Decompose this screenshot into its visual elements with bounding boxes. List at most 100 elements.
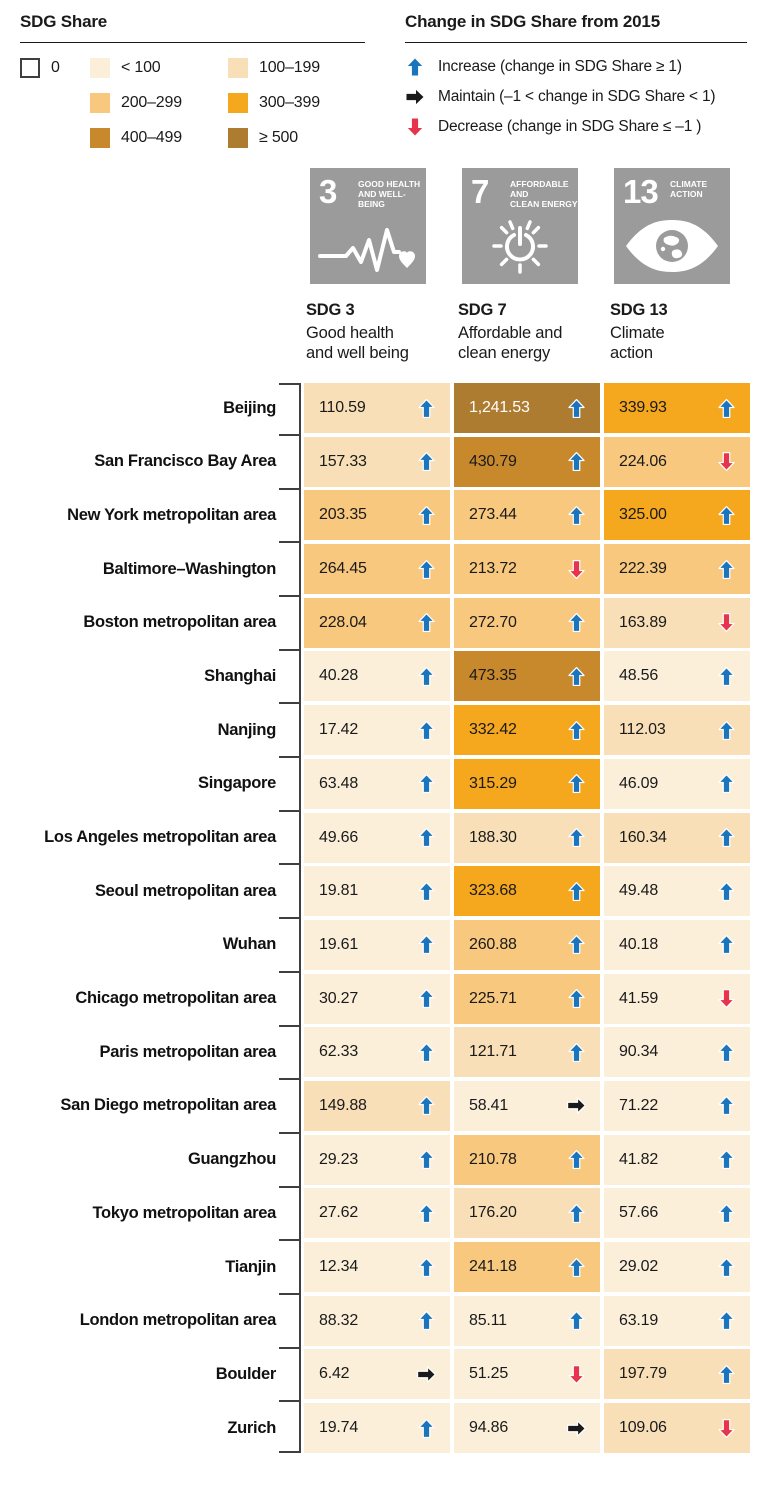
cell-value: 210.78 [469,1150,517,1168]
trend-increase-icon [718,1150,735,1170]
cell-value: 225.71 [469,989,517,1007]
sdg7-title: AFFORDABLE AND CLEAN ENERGY [510,179,578,209]
table-row: Nanjing 17.42 332.42 112.03 [0,705,753,756]
legend-bucket-gte500: ≥ 500 [228,128,365,148]
trend-increase-icon [418,559,435,579]
trend-increase-icon [568,720,585,740]
trend-increase-icon [718,1364,735,1384]
value-cell: 19.61 [304,919,450,970]
row-label: San Francisco Bay Area [94,452,276,471]
table-row: Seoul metropolitan area 19.81 323.68 49.… [0,866,753,917]
value-cell: 90.34 [604,1027,750,1078]
sdg13-title: CLIMATE ACTION [670,179,708,199]
trend-maintain-icon [416,1366,437,1383]
sdg3-good-health-icon: 3 GOOD HEALTH AND WELL-BEING [310,168,426,284]
row-label: Tokyo metropolitan area [92,1203,276,1222]
value-cell: 273.44 [454,490,600,541]
value-cell: 473.35 [454,651,600,702]
row-label: Seoul metropolitan area [94,881,276,900]
axis-tick [279,1185,299,1188]
sdg3-title: GOOD HEALTH AND WELL-BEING [358,179,421,209]
legend-bucket-label: 300–399 [259,94,320,111]
cell-value: 224.06 [619,452,667,470]
value-cell: 224.06 [604,436,750,487]
trend-increase-icon [418,935,435,955]
value-cell: 63.48 [304,758,450,809]
value-cell: 109.06 [604,1403,750,1454]
trend-decrease-icon [718,989,735,1009]
table-row: Tokyo metropolitan area 27.62 176.20 57.… [0,1188,753,1239]
trend-decrease-icon [568,559,585,579]
cell-value: 473.35 [469,667,517,685]
axis-tick [279,1346,299,1349]
row-label: Baltimore–Washington [102,559,276,578]
cell-value: 41.82 [619,1150,659,1168]
value-cell: 188.30 [454,812,600,863]
trend-decrease-icon [568,1364,585,1384]
value-cell: 49.66 [304,812,450,863]
cell-value: 112.03 [619,721,666,739]
axis-tick [279,383,299,385]
cell-value: 30.27 [319,989,359,1007]
value-cell: 332.42 [454,705,600,756]
trend-increase-icon [568,1042,585,1062]
cell-value: 71.22 [619,1096,659,1114]
color-swatch [90,58,110,78]
trend-increase-icon [718,774,735,794]
legend-increase-label: Increase (change in SDG Share ≥ 1) [438,58,682,75]
value-cell: 6.42 [304,1349,450,1400]
value-cell: 71.22 [604,1080,750,1131]
cell-value: 430.79 [469,452,517,470]
row-label: Zurich [227,1418,276,1437]
axis-tick [279,970,299,973]
cell-value: 264.45 [319,560,367,578]
axis-tick [279,756,299,759]
value-cell: 57.66 [604,1188,750,1239]
axis-tick [279,594,299,597]
legend-bucket-label: 200–299 [121,94,182,111]
row-label: New York metropolitan area [67,505,276,524]
value-cell: 163.89 [604,597,750,648]
trend-increase-icon [718,827,735,848]
cell-value: 49.48 [619,882,659,900]
cell-value: 157.33 [319,452,367,470]
value-cell: 58.41 [454,1080,600,1131]
value-cell: 46.09 [604,758,750,809]
cell-value: 85.11 [469,1311,507,1329]
cell-value: 17.42 [319,721,359,739]
trend-increase-icon [418,505,435,525]
sdg-share-legend: SDG Share 0 < 100 100–199 200–299 300–39… [20,12,365,148]
color-swatch [228,93,248,113]
cell-value: 27.62 [319,1204,359,1222]
value-cell: 30.27 [304,973,450,1024]
cell-value: 121.71 [469,1043,517,1061]
legend-increase-item: Increase (change in SDG Share ≥ 1) [405,57,747,77]
cell-value: 63.19 [619,1311,659,1329]
sun-power-icon [492,220,548,274]
cell-value: 213.72 [469,560,517,578]
cell-value: 29.23 [319,1150,359,1168]
table-row: Boulder 6.42 51.25 197.79 [0,1349,753,1400]
cell-value: 222.39 [619,560,667,578]
trend-increase-icon [418,1096,435,1116]
value-cell: 323.68 [454,866,600,917]
row-label: London metropolitan area [79,1311,277,1330]
trend-maintain-icon [566,1419,587,1437]
value-cell: 41.59 [604,973,750,1024]
axis-tick [279,702,299,705]
legend-bucket-300-399: 300–399 [228,93,365,113]
axis-tick [279,1451,299,1454]
value-cell: 260.88 [454,919,600,970]
trend-increase-icon [418,774,435,794]
table-row: Boston metropolitan area 228.04 272.70 1… [0,597,753,648]
axis-tick [279,863,299,866]
value-cell: 315.29 [454,758,600,809]
value-cell: 40.28 [304,651,450,702]
value-cell: 17.42 [304,705,450,756]
sdg7-clean-energy-icon: 7 AFFORDABLE AND CLEAN ENERGY [462,168,578,284]
cell-value: 241.18 [469,1258,517,1275]
table-row: Paris metropolitan area 62.33 121.71 90.… [0,1027,753,1078]
cell-value: 109.06 [619,1419,667,1437]
legend-bucket-label: 100–199 [259,59,320,76]
trend-increase-icon [568,935,585,955]
